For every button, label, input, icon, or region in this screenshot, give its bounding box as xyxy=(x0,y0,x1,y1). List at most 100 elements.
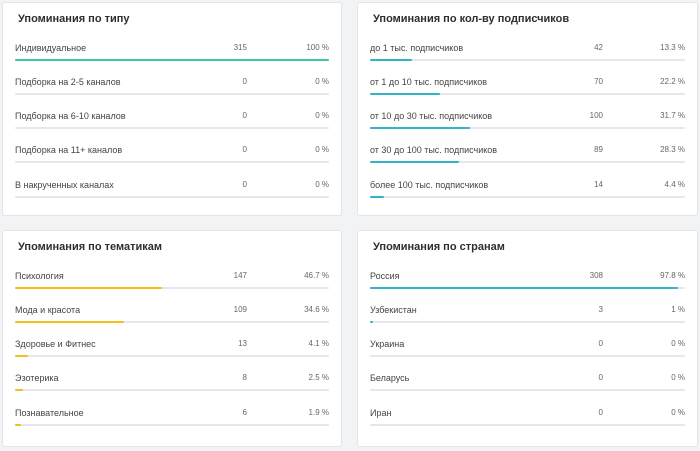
row-count: 0 xyxy=(242,145,247,154)
row-label: Украина xyxy=(370,339,405,349)
row-count: 0 xyxy=(242,111,247,120)
row-count: 147 xyxy=(233,271,247,280)
row-count: 0 xyxy=(598,408,603,417)
row-percent: 100 % xyxy=(306,43,329,52)
progress-track xyxy=(15,127,329,129)
row-label: от 10 до 30 тыс. подписчиков xyxy=(370,111,493,121)
list-item: Россия 308 97.8 % xyxy=(370,271,685,297)
row-percent: 97.8 % xyxy=(660,271,685,280)
row-percent: 31.7 % xyxy=(660,111,685,120)
row-count: 308 xyxy=(589,271,603,280)
list-item: от 1 до 10 тыс. подписчиков 70 22.2 % xyxy=(370,77,685,103)
list-item: Украина 0 0 % xyxy=(370,339,685,365)
card-subscribers: Упоминания по кол-ву подписчиков до 1 ты… xyxy=(357,2,698,216)
progress-bar xyxy=(15,321,124,323)
list-item: от 10 до 30 тыс. подписчиков 100 31.7 % xyxy=(370,111,685,137)
progress-bar xyxy=(370,93,440,95)
progress-bar xyxy=(370,161,460,163)
list-item: Беларусь 0 0 % xyxy=(370,373,685,399)
row-percent: 0 % xyxy=(671,339,685,348)
progress-bar xyxy=(15,287,162,289)
row-label: от 30 до 100 тыс. подписчиков xyxy=(370,145,498,155)
row-label: Здоровье и Фитнес xyxy=(15,339,96,349)
progress-track xyxy=(15,355,329,357)
card-title: Упоминания по тематикам xyxy=(18,241,162,253)
card-topics: Упоминания по тематикам Психология 147 46.… xyxy=(2,230,342,447)
row-count: 100 xyxy=(589,111,603,120)
row-percent: 0 % xyxy=(315,145,329,154)
progress-track xyxy=(370,389,685,391)
row-percent: 0 % xyxy=(671,408,685,417)
list-item: Мода и красота 109 34.6 % xyxy=(15,305,329,331)
progress-bar xyxy=(15,355,28,357)
row-label: Беларусь xyxy=(370,373,410,383)
progress-track xyxy=(15,287,329,289)
row-count: 0 xyxy=(242,77,247,86)
progress-bar xyxy=(15,424,21,426)
progress-track xyxy=(15,93,329,95)
progress-track xyxy=(15,196,329,198)
row-label: более 100 тыс. подписчиков xyxy=(370,180,489,190)
card-title: Упоминания по кол-ву подписчиков xyxy=(373,13,570,25)
list-item: Здоровье и Фитнес 13 4.1 % xyxy=(15,339,329,365)
row-percent: 2.5 % xyxy=(308,373,329,382)
row-label: до 1 тыс. подписчиков xyxy=(370,43,464,53)
list-item: Индивидуальное 315 100 % xyxy=(15,43,329,69)
progress-bar xyxy=(370,287,679,289)
row-label: Узбекистан xyxy=(370,305,417,315)
row-label: Россия xyxy=(370,271,400,281)
row-count: 3 xyxy=(598,305,603,314)
row-label: Психология xyxy=(15,271,64,281)
progress-track xyxy=(15,321,329,323)
row-count: 8 xyxy=(242,373,247,382)
progress-bar xyxy=(370,127,470,129)
row-label: Подборка на 2-5 каналов xyxy=(15,77,121,87)
progress-track xyxy=(370,161,685,163)
row-count: 42 xyxy=(594,43,603,52)
list-item: Подборка на 6-10 каналов 0 0 % xyxy=(15,111,329,137)
progress-bar xyxy=(15,59,329,61)
row-label: от 1 до 10 тыс. подписчиков xyxy=(370,77,488,87)
row-count: 0 xyxy=(598,373,603,382)
progress-bar xyxy=(370,59,412,61)
progress-track xyxy=(370,59,685,61)
row-percent: 0 % xyxy=(315,77,329,86)
list-item: Психология 147 46.7 % xyxy=(15,271,329,297)
card-type: Упоминания по типу Индивидуальное 315 100 … xyxy=(2,2,342,216)
card-countries: Упоминания по странам Россия 308 97.8 % Узб… xyxy=(357,230,698,447)
row-count: 315 xyxy=(233,43,247,52)
row-count: 13 xyxy=(238,339,247,348)
progress-track xyxy=(15,161,329,163)
row-label: Познавательное xyxy=(15,408,84,418)
row-percent: 1 % xyxy=(671,305,685,314)
list-item: от 30 до 100 тыс. подписчиков 89 28.3 % xyxy=(370,145,685,171)
progress-bar xyxy=(370,321,374,323)
row-percent: 46.7 % xyxy=(304,271,329,280)
row-percent: 22.2 % xyxy=(660,77,685,86)
row-label: Подборка на 11+ каналов xyxy=(15,145,123,155)
progress-track xyxy=(370,127,685,129)
list-item: до 1 тыс. подписчиков 42 13.3 % xyxy=(370,43,685,69)
row-percent: 4.1 % xyxy=(308,339,329,348)
row-percent: 13.3 % xyxy=(660,43,685,52)
row-count: 70 xyxy=(594,77,603,86)
progress-track xyxy=(370,424,685,426)
row-percent: 0 % xyxy=(315,180,329,189)
list-item: Познавательное 6 1.9 % xyxy=(15,408,329,434)
row-label: Иран xyxy=(370,408,392,418)
progress-bar xyxy=(370,196,384,198)
row-percent: 1.9 % xyxy=(308,408,329,417)
list-item: более 100 тыс. подписчиков 14 4.4 % xyxy=(370,180,685,206)
card-title: Упоминания по странам xyxy=(373,241,505,253)
list-item: Эзотерика 8 2.5 % xyxy=(15,373,329,399)
progress-track xyxy=(370,355,685,357)
list-item: Подборка на 11+ каналов 0 0 % xyxy=(15,145,329,171)
progress-track xyxy=(370,196,685,198)
progress-track xyxy=(370,93,685,95)
card-title: Упоминания по типу xyxy=(18,13,130,25)
row-percent: 28.3 % xyxy=(660,145,685,154)
row-percent: 34.6 % xyxy=(304,305,329,314)
row-label: Индивидуальное xyxy=(15,43,87,53)
progress-track xyxy=(15,59,329,61)
progress-track xyxy=(15,389,329,391)
